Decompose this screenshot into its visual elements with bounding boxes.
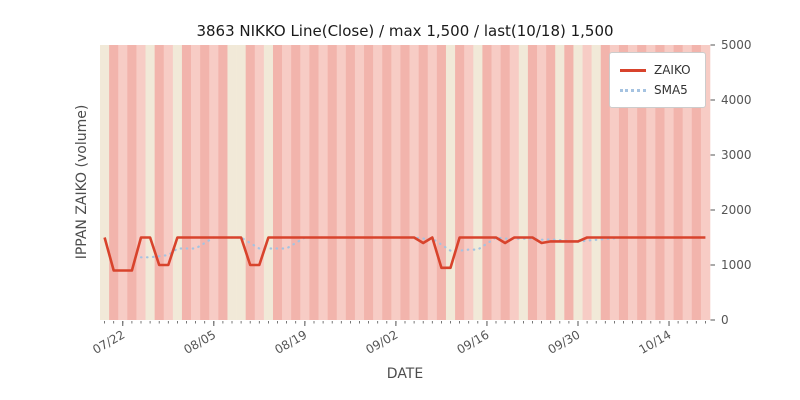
day-band	[191, 45, 201, 320]
day-band	[509, 45, 520, 320]
day-band	[300, 45, 310, 320]
day-band	[491, 45, 501, 320]
day-band	[136, 45, 146, 320]
legend: ZAIKO SMA5	[609, 52, 706, 108]
day-band	[436, 45, 447, 320]
y-tick-label: 1000	[721, 258, 752, 272]
day-band	[464, 45, 474, 320]
day-band	[618, 45, 629, 320]
day-band	[272, 45, 283, 320]
day-band	[418, 45, 429, 320]
day-band	[537, 45, 547, 320]
day-band	[209, 45, 219, 320]
day-band	[245, 45, 256, 320]
day-band	[218, 45, 228, 320]
day-band	[309, 45, 319, 320]
day-band	[263, 45, 274, 320]
x-axis-label: DATE	[386, 366, 424, 382]
day-band	[172, 45, 183, 320]
day-band	[291, 45, 301, 320]
day-band	[127, 45, 137, 320]
day-band	[555, 45, 565, 320]
x-tick-label: 09/16	[454, 327, 491, 356]
day-band	[154, 45, 165, 320]
day-band	[700, 45, 711, 320]
legend-item-sma5: SMA5	[620, 80, 695, 100]
y-tick-label: 2000	[721, 203, 752, 217]
day-band	[100, 45, 110, 320]
day-band	[109, 45, 119, 320]
y-tick-label: 5000	[721, 38, 752, 52]
day-band	[200, 45, 210, 320]
day-band	[409, 45, 419, 320]
day-band	[336, 45, 347, 320]
day-band	[527, 45, 538, 320]
day-band	[637, 45, 647, 320]
legend-item-zaiko: ZAIKO	[620, 60, 695, 80]
day-band	[163, 45, 174, 320]
zaiko-line	[103, 236, 706, 272]
day-band	[345, 45, 356, 320]
y-tick-label: 0	[721, 313, 729, 327]
y-tick-label: 3000	[721, 148, 752, 162]
day-band	[518, 45, 529, 320]
y-tick-label: 4000	[721, 93, 752, 107]
day-band	[227, 45, 237, 320]
x-tick-label: 08/19	[272, 327, 309, 356]
day-band	[546, 45, 556, 320]
x-tick-label: 07/22	[90, 327, 127, 356]
day-band	[145, 45, 155, 320]
day-band	[445, 45, 456, 320]
day-band	[600, 45, 611, 320]
day-band	[382, 45, 392, 320]
day-band	[609, 45, 620, 320]
day-band	[691, 45, 702, 320]
day-band	[564, 45, 574, 320]
day-band	[254, 45, 265, 320]
day-band	[455, 45, 465, 320]
day-band	[354, 45, 365, 320]
day-band	[391, 45, 401, 320]
day-band	[473, 45, 483, 320]
chart-title: 3863 NIKKO Line(Close) / max 1,500 / las…	[196, 22, 614, 40]
day-band	[482, 45, 492, 320]
day-band	[655, 45, 665, 320]
day-band	[646, 45, 656, 320]
sma5-line-sample	[620, 88, 646, 92]
day-band	[282, 45, 292, 320]
x-tick-label: 09/30	[546, 327, 583, 356]
y-axis-label: IPPAN ZAIKO (volume)	[74, 104, 90, 260]
x-tick-label: 08/05	[181, 327, 218, 356]
day-band	[673, 45, 683, 320]
day-band	[327, 45, 338, 320]
zaiko-line-sample	[620, 68, 646, 72]
legend-label-sma5: SMA5	[654, 83, 688, 97]
day-band	[628, 45, 638, 320]
day-band	[591, 45, 602, 320]
day-band	[373, 45, 383, 320]
day-band	[118, 45, 128, 320]
day-band	[664, 45, 674, 320]
day-band	[427, 45, 438, 320]
day-band	[682, 45, 693, 320]
day-band	[573, 45, 583, 320]
x-tick-label: 09/02	[363, 327, 400, 356]
sma5-line	[139, 236, 707, 259]
day-band	[236, 45, 246, 320]
day-band	[181, 45, 192, 320]
day-band	[500, 45, 510, 320]
legend-label-zaiko: ZAIKO	[654, 63, 691, 77]
day-band	[582, 45, 592, 320]
day-band	[318, 45, 328, 320]
day-band	[364, 45, 374, 320]
day-band	[400, 45, 410, 320]
x-tick-label: 10/14	[637, 327, 674, 356]
